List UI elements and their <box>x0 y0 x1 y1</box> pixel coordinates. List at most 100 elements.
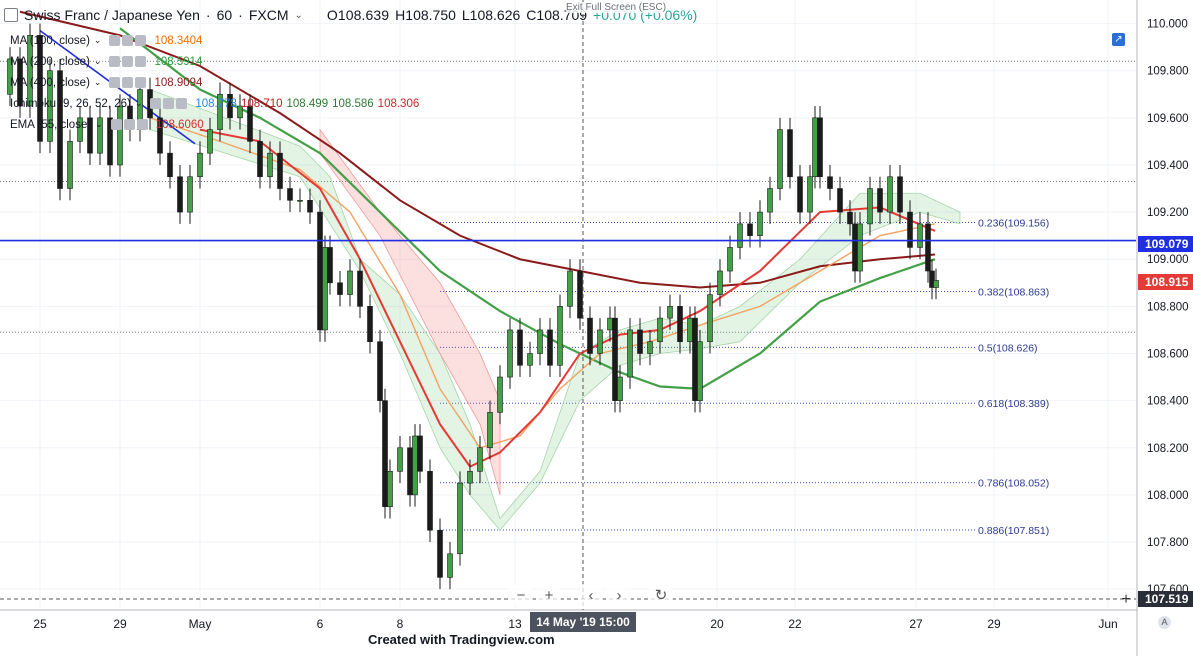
zoom-in-button[interactable]: + <box>537 584 561 606</box>
fib-level-label: 0.618(108.389) <box>978 398 1049 410</box>
x-tick-label: 29 <box>987 617 1001 631</box>
chevron-down-icon[interactable]: ⌄ <box>294 9 303 21</box>
y-tick-label: 108.000 <box>1147 490 1189 502</box>
candle-body <box>237 105 243 119</box>
eye-icon[interactable] <box>109 35 121 46</box>
chart-menu-icon[interactable] <box>4 8 18 22</box>
candle-body <box>227 93 233 119</box>
scroll-left-button[interactable]: ‹ <box>579 584 603 606</box>
current-price-tag: 109.079 <box>1138 236 1193 252</box>
candle-body <box>857 223 863 272</box>
candle-body <box>297 200 303 202</box>
legend-controls[interactable] <box>110 119 148 130</box>
candle-body <box>277 152 283 189</box>
candle-body <box>537 329 543 354</box>
legend-row[interactable]: Ichimoku (9, 26, 52, 26) ⌄ 108.778 108.710 1… <box>0 93 419 114</box>
candle-body <box>347 270 353 295</box>
legend-value: 108.5914 <box>154 55 203 68</box>
legend-label: EMA (55, close) <box>10 118 92 131</box>
close-icon[interactable] <box>135 77 147 88</box>
candle-body <box>547 329 553 366</box>
x-tick-label: 8 <box>397 617 404 631</box>
y-tick-label: 109.800 <box>1147 66 1189 78</box>
candle-body <box>612 317 618 401</box>
candle-body <box>787 129 793 178</box>
candle-body <box>697 341 703 401</box>
scroll-right-button[interactable]: › <box>607 584 631 606</box>
candle-body <box>933 280 939 288</box>
candle-body <box>817 117 823 178</box>
gear-icon[interactable] <box>122 56 134 67</box>
candle-body <box>767 188 773 213</box>
legend-row[interactable]: MA (100, close) ⌄ 108.3404 <box>0 30 419 51</box>
eye-icon[interactable] <box>109 77 121 88</box>
ema55-line <box>199 128 936 468</box>
eye-icon[interactable] <box>110 119 122 130</box>
candle-body <box>357 270 363 307</box>
fib-level-label: 0.786(108.052) <box>978 478 1049 490</box>
chevron-down-icon[interactable]: ⌄ <box>93 56 102 66</box>
legend-label: MA (200, close) <box>10 55 90 68</box>
chevron-down-icon[interactable]: ⌄ <box>95 119 103 129</box>
interval[interactable]: 60 <box>216 7 233 23</box>
exit-full-screen-tooltip[interactable]: Exit Full Screen (ESC) <box>566 2 667 13</box>
eye-icon[interactable] <box>109 56 121 67</box>
reset-chart-button[interactable]: ↻ <box>649 584 673 606</box>
close-icon[interactable] <box>176 98 188 109</box>
candle-body <box>417 435 423 472</box>
y-tick-label: 109.600 <box>1147 113 1189 125</box>
candle-body <box>837 188 843 213</box>
chevron-down-icon[interactable]: ⌄ <box>93 35 102 45</box>
candle-body <box>427 471 433 531</box>
close-icon[interactable] <box>136 119 148 130</box>
candle-body <box>929 270 935 288</box>
y-tick-label: 107.800 <box>1147 537 1189 549</box>
close-icon[interactable] <box>135 56 147 67</box>
candle-body <box>437 529 443 578</box>
candle-body <box>367 306 373 343</box>
close-icon[interactable] <box>135 35 147 46</box>
x-tick-label: 20 <box>710 617 724 631</box>
candle-body <box>507 329 513 378</box>
candle-body <box>307 200 313 213</box>
gear-icon[interactable] <box>122 77 134 88</box>
chevron-down-icon[interactable]: ⌄ <box>93 77 102 87</box>
eye-icon[interactable] <box>150 98 162 109</box>
symbol-name[interactable]: Swiss Franc / Japanese Yen <box>24 7 200 23</box>
y-tick-label: 109.200 <box>1147 207 1189 219</box>
exchange: FXCM <box>248 7 289 23</box>
candle-body <box>257 141 263 178</box>
candle-body <box>327 247 333 284</box>
candle-body <box>577 270 583 319</box>
candle-body <box>47 70 53 142</box>
legend-row[interactable]: EMA (55, close) ⌄ 108.6060 <box>0 114 419 135</box>
legend-controls[interactable] <box>109 56 147 67</box>
candle-body <box>27 35 33 107</box>
candle-body <box>657 317 663 343</box>
candle-body <box>457 482 463 555</box>
candle-body <box>322 247 328 331</box>
legend-controls[interactable] <box>109 35 147 46</box>
auto-scale-icon[interactable]: A <box>1158 616 1171 629</box>
legend-value: 108.3404 <box>154 34 203 47</box>
y-tick-label: 109.000 <box>1147 254 1189 266</box>
chevron-down-icon[interactable]: ⌄ <box>134 98 143 108</box>
gear-icon[interactable] <box>163 98 175 109</box>
maximize-icon[interactable]: ↗ <box>1112 33 1125 46</box>
candle-body <box>17 58 23 107</box>
legend-controls[interactable] <box>109 77 147 88</box>
zoom-out-button[interactable]: − <box>509 584 533 606</box>
legend-row[interactable]: MA (200, close) ⌄ 108.5914 <box>0 51 419 72</box>
legend-row[interactable]: MA (400, close) ⌄ 108.9094 <box>0 72 419 93</box>
gear-icon[interactable] <box>123 119 135 130</box>
gear-icon[interactable] <box>122 35 134 46</box>
fib-level-label: 0.236(109.156) <box>978 217 1049 229</box>
candle-body <box>637 329 643 354</box>
footer-credit: Created with Tradingview.com <box>368 632 555 647</box>
legend-controls[interactable] <box>150 98 188 109</box>
candle-body <box>727 247 733 272</box>
candle-body <box>157 117 163 154</box>
legend-value: 108.778 <box>195 97 237 110</box>
candle-body <box>217 93 223 130</box>
